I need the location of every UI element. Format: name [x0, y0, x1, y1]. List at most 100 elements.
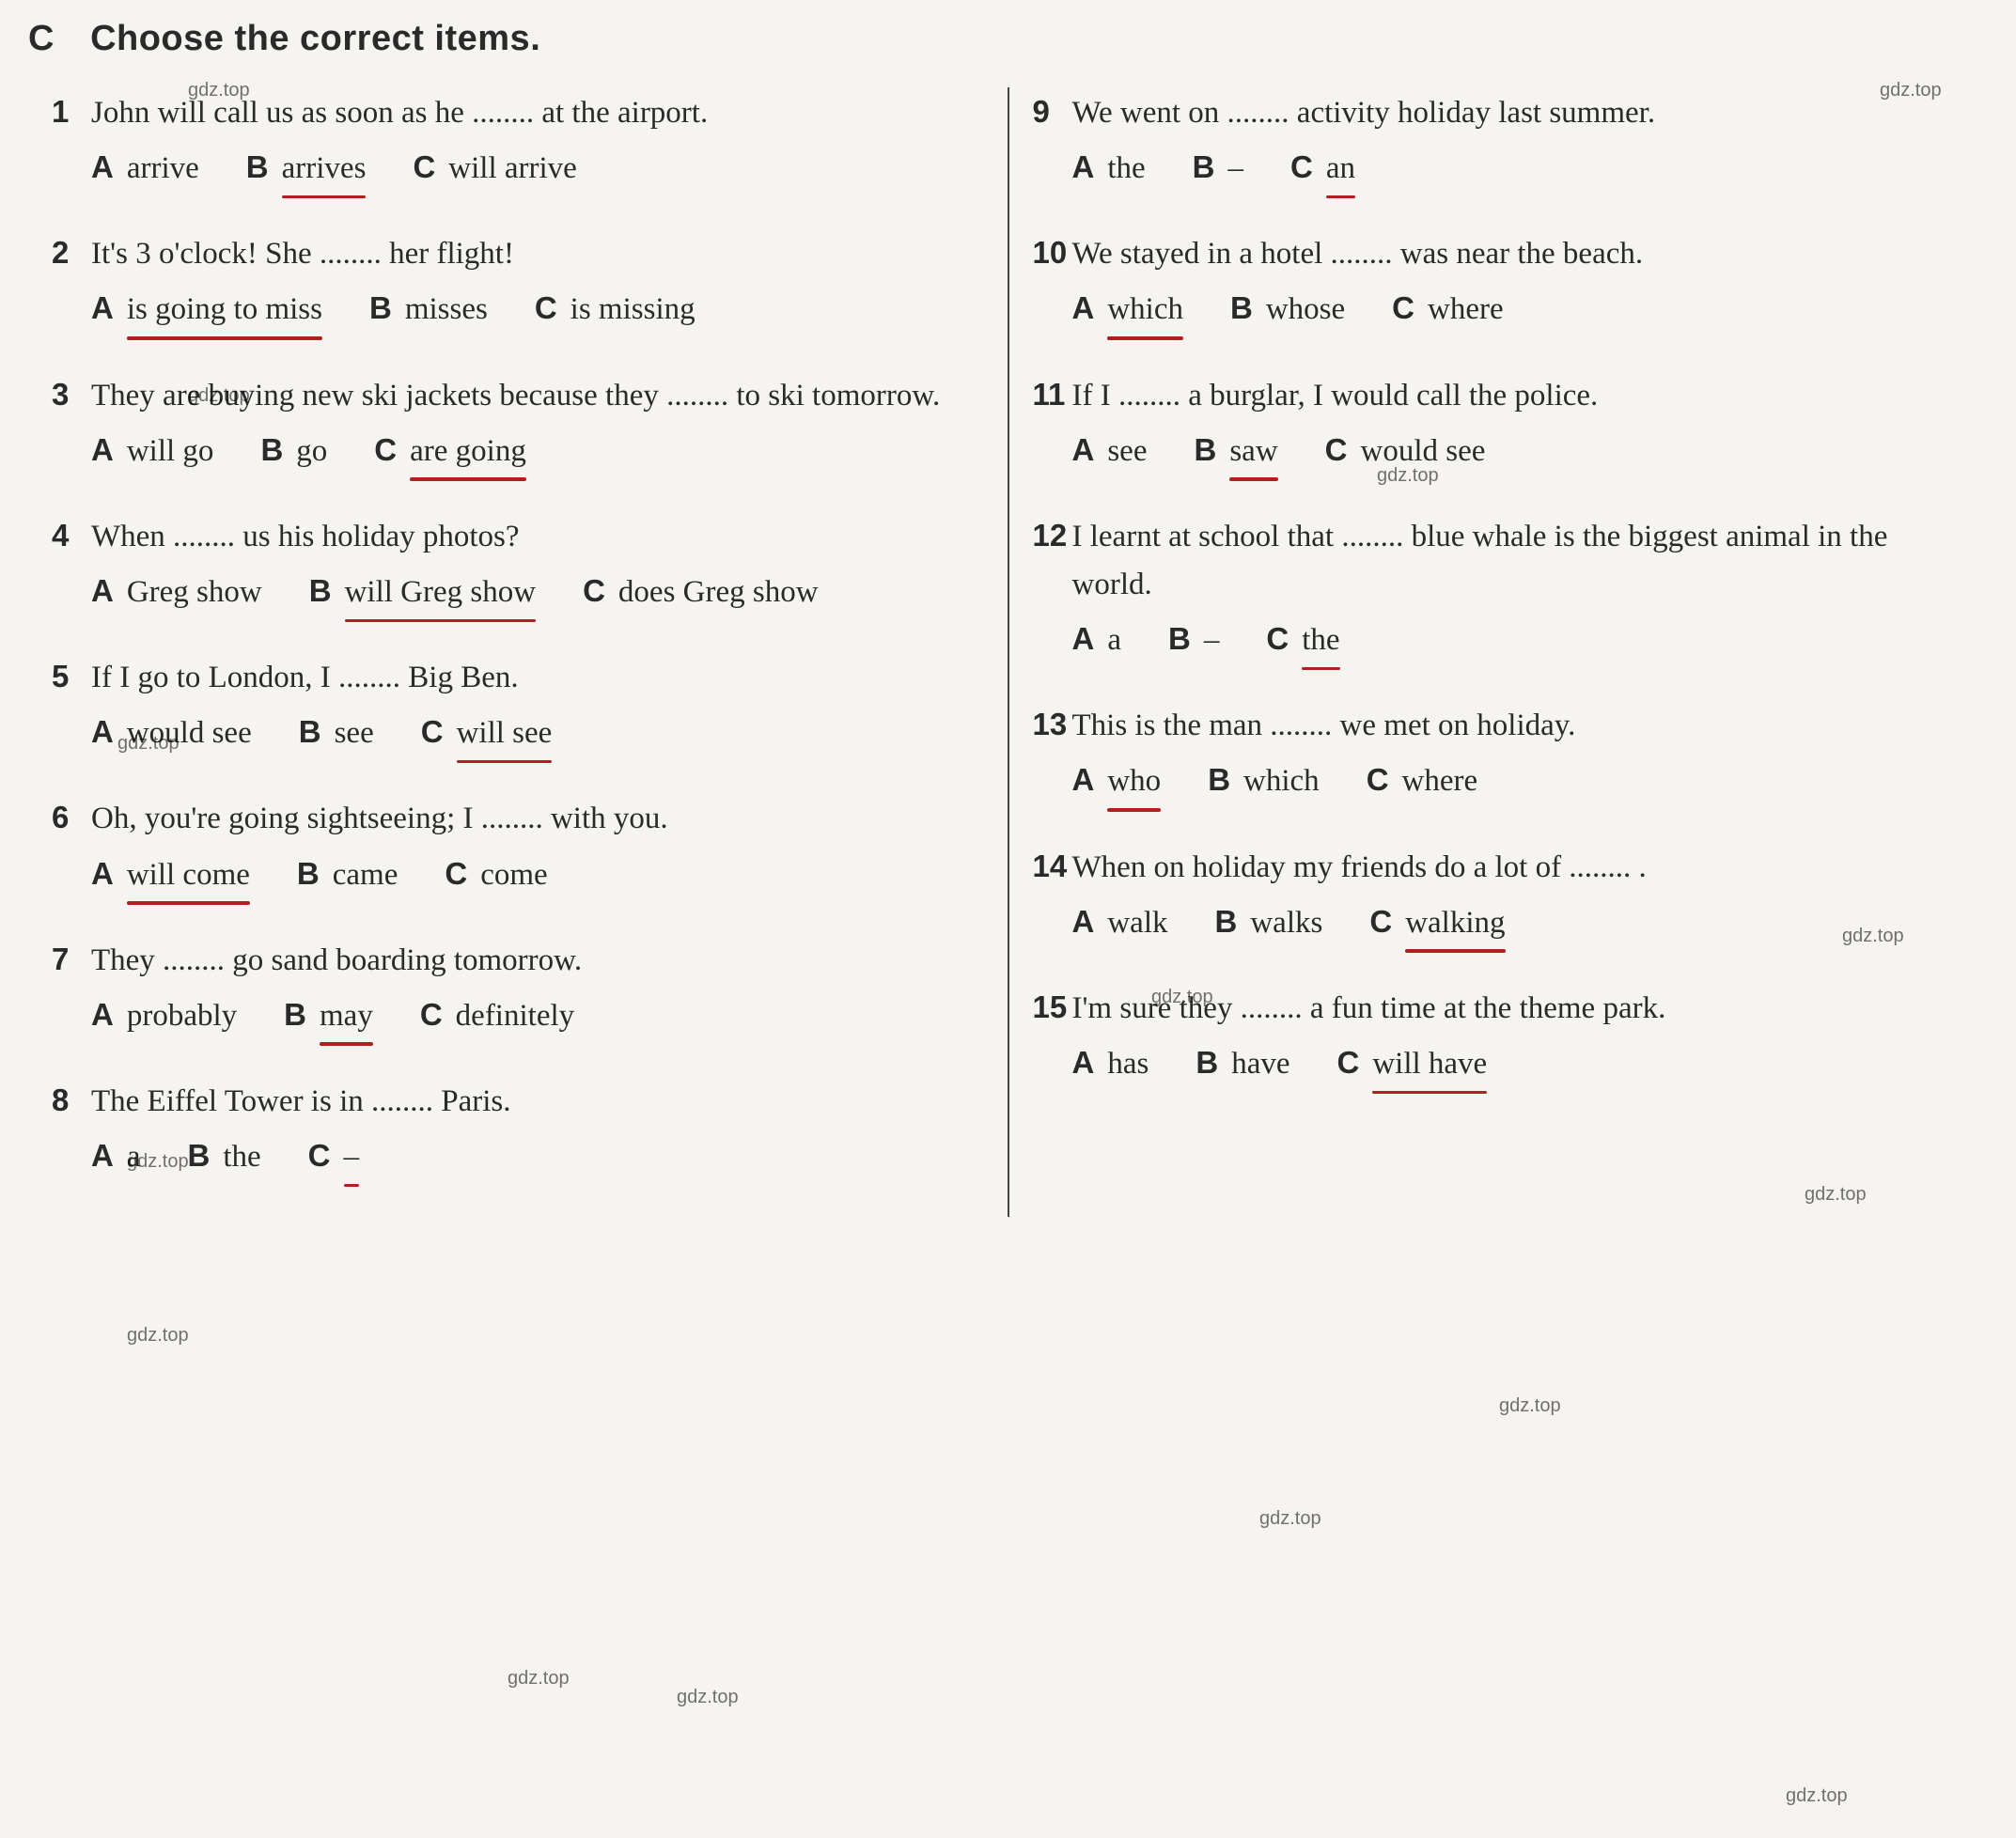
option-A[interactable]: Awalk: [1072, 897, 1168, 947]
option-A[interactable]: Asee: [1072, 426, 1148, 475]
options-row: Awill go Bgo Care going: [52, 426, 984, 475]
option-B[interactable]: B–: [1168, 615, 1219, 664]
option-A[interactable]: Ais going to miss: [91, 284, 322, 334]
question-line: 9We went on ........ activity holiday la…: [1033, 87, 1965, 137]
option-text: the: [1302, 616, 1339, 664]
option-B[interactable]: Bwalks: [1215, 897, 1323, 947]
option-letter: A: [1072, 897, 1095, 945]
option-A[interactable]: Aa: [91, 1131, 141, 1181]
question-number: 13: [1033, 700, 1072, 748]
option-C[interactable]: Can: [1290, 143, 1355, 193]
question-line: 10We stayed in a hotel ........ was near…: [1033, 228, 1965, 278]
option-A[interactable]: Awill go: [91, 426, 213, 475]
option-letter: A: [91, 426, 114, 474]
option-A[interactable]: Aa: [1072, 615, 1122, 664]
option-letter: A: [1072, 1038, 1095, 1086]
question-text: We stayed in a hotel ........ was near t…: [1072, 230, 1965, 278]
option-C[interactable]: C–: [308, 1131, 359, 1181]
option-B[interactable]: Bhave: [1196, 1038, 1289, 1088]
option-letter: B: [260, 426, 283, 474]
option-B[interactable]: Bsee: [299, 708, 374, 757]
option-B[interactable]: Bthe: [188, 1131, 261, 1181]
option-letter: A: [1072, 284, 1095, 332]
option-letter: C: [421, 708, 444, 755]
options-row: Asee Bsaw Cwould see: [1033, 426, 1965, 475]
option-A[interactable]: Awho: [1072, 755, 1162, 805]
option-C[interactable]: Cwalking: [1369, 897, 1505, 947]
question-line: 7They ........ go sand boarding tomorrow…: [52, 935, 984, 985]
option-B[interactable]: B–: [1193, 143, 1243, 193]
question-text: It's 3 o'clock! She ........ her flight!: [91, 230, 984, 278]
question-text: John will call us as soon as he ........…: [91, 89, 984, 137]
option-C[interactable]: Cwill have: [1336, 1038, 1487, 1088]
option-C[interactable]: Care going: [374, 426, 526, 475]
option-A[interactable]: AGreg show: [91, 567, 262, 616]
option-B[interactable]: Bcame: [297, 849, 398, 899]
option-B[interactable]: Bwhose: [1230, 284, 1345, 334]
option-A[interactable]: Ahas: [1072, 1038, 1149, 1088]
option-text: would see: [1361, 428, 1486, 475]
question-line: 12I learnt at school that ........ blue …: [1033, 511, 1965, 609]
question-7: 7They ........ go sand boarding tomorrow…: [52, 935, 984, 1040]
option-C[interactable]: Cthe: [1266, 615, 1339, 664]
option-text: saw: [1229, 428, 1277, 475]
option-text: a: [1107, 616, 1121, 664]
question-10: 10We stayed in a hotel ........ was near…: [1033, 228, 1965, 334]
option-text: may: [320, 992, 373, 1040]
question-number: 6: [52, 793, 91, 841]
option-C[interactable]: Ccome: [445, 849, 547, 899]
option-text: which: [1243, 757, 1320, 805]
option-B[interactable]: Bwhich: [1208, 755, 1320, 805]
question-number: 1: [52, 87, 91, 135]
option-letter: A: [91, 1131, 114, 1179]
option-letter: B: [309, 567, 332, 615]
question-number: 11: [1033, 370, 1072, 418]
option-letter: C: [1290, 143, 1313, 191]
option-B[interactable]: Bmisses: [369, 284, 488, 334]
option-C[interactable]: Cwill arrive: [413, 143, 576, 193]
option-C[interactable]: Cwill see: [421, 708, 553, 757]
option-A[interactable]: Athe: [1072, 143, 1146, 193]
option-letter: B: [284, 990, 306, 1038]
option-C[interactable]: Cis missing: [535, 284, 695, 334]
option-letter: C: [1369, 897, 1392, 945]
option-C[interactable]: Cwhere: [1392, 284, 1503, 334]
option-C[interactable]: Cdefinitely: [420, 990, 574, 1040]
option-letter: B: [297, 849, 320, 897]
option-text: walk: [1107, 899, 1167, 947]
option-C[interactable]: Cwould see: [1325, 426, 1486, 475]
option-A[interactable]: Awould see: [91, 708, 252, 757]
option-text: will Greg show: [345, 569, 536, 616]
question-text: They ........ go sand boarding tomorrow.: [91, 937, 984, 985]
question-15: 15I'm sure they ........ a fun time at t…: [1033, 983, 1965, 1088]
options-row: Athe B– Can: [1033, 143, 1965, 193]
option-C[interactable]: Cdoes Greg show: [583, 567, 818, 616]
option-B[interactable]: Barrives: [246, 143, 367, 193]
option-A[interactable]: Awhich: [1072, 284, 1184, 334]
option-A[interactable]: Aarrive: [91, 143, 199, 193]
exercise-title: Choose the correct items.: [90, 19, 540, 58]
option-letter: C: [445, 849, 467, 897]
option-letter: C: [374, 426, 397, 474]
option-C[interactable]: Cwhere: [1367, 755, 1477, 805]
option-letter: B: [1215, 897, 1238, 945]
option-A[interactable]: Aprobably: [91, 990, 237, 1040]
option-B[interactable]: Bwill Greg show: [309, 567, 536, 616]
exercise-header: C Choose the correct items.: [28, 19, 1988, 59]
right-column: 9We went on ........ activity holiday la…: [1009, 87, 1989, 1217]
question-text: If I ........ a burglar, I would call th…: [1072, 372, 1965, 420]
option-letter: C: [583, 567, 605, 615]
question-text: This is the man ........ we met on holid…: [1072, 702, 1965, 750]
option-A[interactable]: Awill come: [91, 849, 250, 899]
option-letter: B: [1193, 143, 1215, 191]
option-text: are going: [410, 428, 526, 475]
question-3: 3They are buying new ski jackets because…: [52, 370, 984, 475]
option-text: misses: [405, 286, 488, 334]
option-B[interactable]: Bgo: [260, 426, 327, 475]
option-B[interactable]: Bsaw: [1194, 426, 1277, 475]
option-B[interactable]: Bmay: [284, 990, 373, 1040]
option-letter: C: [535, 284, 557, 332]
option-letter: A: [1072, 615, 1095, 662]
option-text: who: [1107, 757, 1161, 805]
options-row: Ahas Bhave Cwill have: [1033, 1038, 1965, 1088]
